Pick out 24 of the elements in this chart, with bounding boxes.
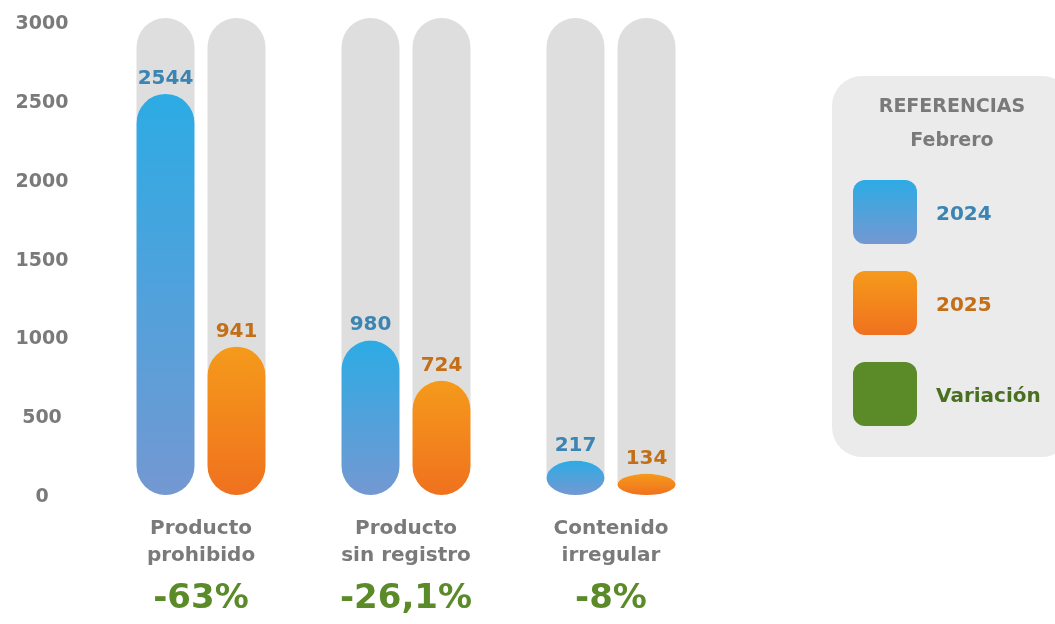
data-label: 2544 <box>137 64 194 89</box>
text: 2024 <box>936 201 992 225</box>
text: Febrero <box>910 128 994 150</box>
data-label: 941 <box>215 317 258 342</box>
data-label: 217 <box>554 431 597 456</box>
text: -8% <box>575 576 647 616</box>
legend-title: REFERENCIAS <box>878 94 1026 116</box>
text: -26,1% <box>339 576 473 616</box>
y-tick-label: 1500 <box>15 247 69 270</box>
x-tick-label: Producto sin registro <box>341 515 471 566</box>
text: -63% <box>153 576 249 616</box>
text: 2025 <box>936 292 992 316</box>
text: Variación <box>936 383 1041 407</box>
y-tick-label: 500 <box>22 405 62 428</box>
y-tick-label: 2000 <box>15 168 69 191</box>
y-tick-label: 3000 <box>15 11 69 33</box>
data-label: 724 <box>420 351 463 376</box>
y-tick-label: 0 <box>35 484 49 506</box>
data-label: 134 <box>625 444 668 469</box>
data-label: 980 <box>349 311 392 336</box>
x-tick-label: Contenido irregular <box>553 515 669 566</box>
x-tick-label: Producto prohibido <box>146 515 256 566</box>
y-tick-label: 1000 <box>15 326 69 349</box>
y-tick-label: 2500 <box>15 89 69 112</box>
